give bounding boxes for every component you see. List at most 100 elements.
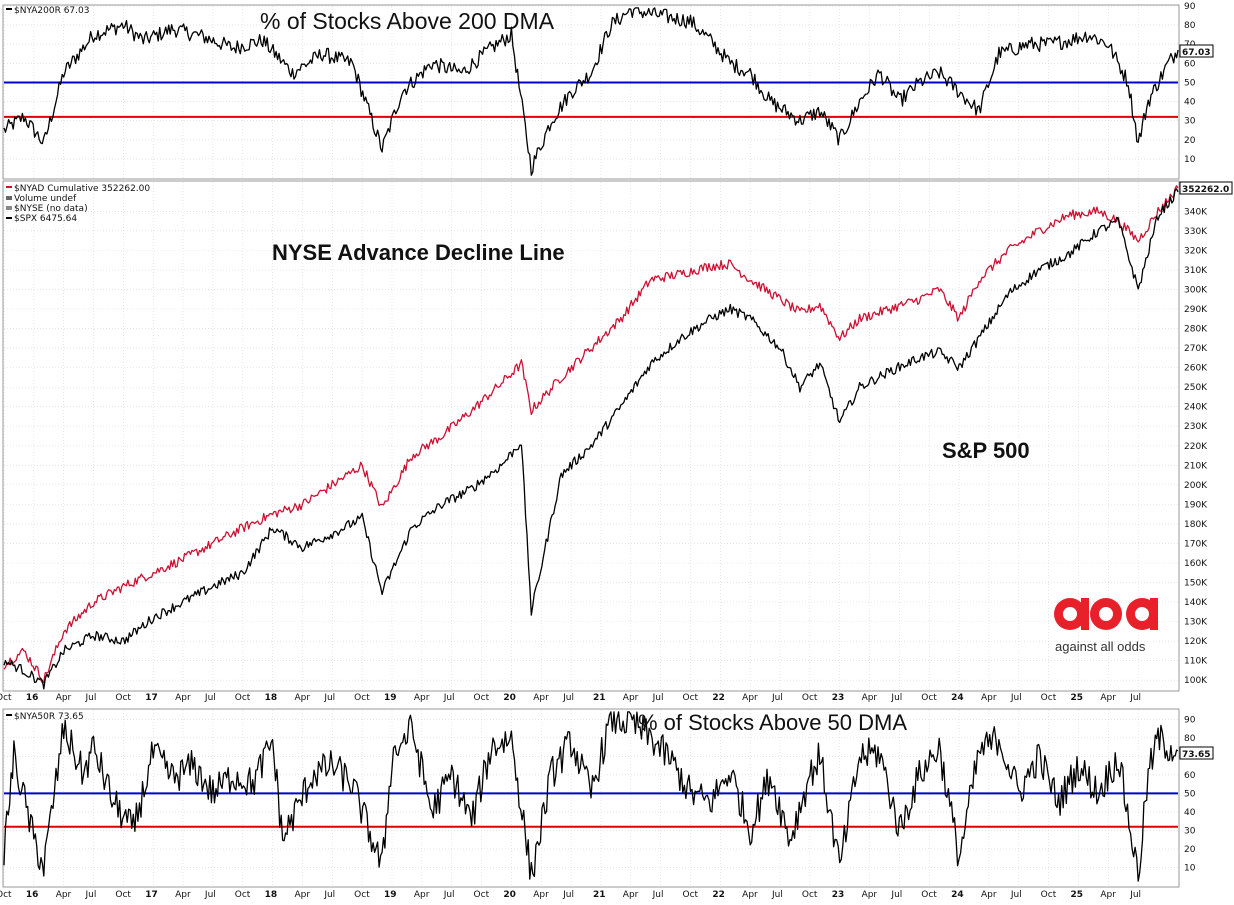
bottom-last-value: 73.65: [1182, 750, 1210, 760]
x-label-middle-5: 17: [145, 693, 158, 703]
x-label-middle-1: 16: [26, 693, 39, 703]
x-label-middle-11: Jul: [323, 693, 335, 703]
logo-a-stem: [1081, 598, 1089, 630]
x-label-bottom-36: 25: [1071, 890, 1084, 900]
x-label-middle-24: 22: [712, 693, 725, 703]
x-label-bottom-6: Apr: [175, 890, 191, 900]
y-tick-bottom-8: 10: [1184, 863, 1196, 873]
middle-last-value-box: [1179, 181, 1233, 195]
x-label-bottom-28: 23: [832, 890, 845, 900]
logo-o2-stem: [1150, 598, 1158, 630]
y-tick-middle-10: 240K: [1184, 403, 1208, 413]
x-label-middle-32: 24: [951, 693, 964, 703]
x-label-middle-16: Oct: [474, 693, 490, 703]
y-tick-middle-7: 270K: [1184, 344, 1208, 354]
x-label-middle-2: Apr: [56, 693, 72, 703]
x-label-bottom-17: 20: [503, 890, 516, 900]
x-label-bottom-10: Apr: [294, 890, 310, 900]
x-label-bottom-16: Oct: [474, 890, 490, 900]
x-label-bottom-18: Apr: [533, 890, 549, 900]
x-label-middle-29: Apr: [862, 693, 878, 703]
y-tick-middle-21: 130K: [1184, 618, 1208, 628]
x-label-bottom-35: Oct: [1041, 890, 1057, 900]
tick-labels: 908070605040302010340K330K320K310K300K29…: [1184, 2, 1208, 873]
x-label-middle-22: Jul: [652, 693, 664, 703]
x-label-middle-25: Apr: [742, 693, 758, 703]
middle-panel-frame: [2, 180, 1180, 692]
x-label-middle-14: Apr: [414, 693, 430, 703]
y-tick-middle-9: 250K: [1184, 383, 1208, 393]
x-label-middle-8: Oct: [235, 693, 251, 703]
top-panel-frame: [2, 4, 1180, 180]
y-tick-middle-3: 310K: [1184, 266, 1208, 276]
y-tick-middle-1: 330K: [1184, 227, 1208, 237]
middle-panel-title: NYSE Advance Decline Line: [272, 240, 565, 265]
x-label-middle-10: Apr: [294, 693, 310, 703]
bottom-panel-title: % of Stocks Above 50 DMA: [638, 710, 907, 735]
x-label-bottom-13: 19: [384, 890, 397, 900]
x-label-bottom-19: Jul: [562, 890, 574, 900]
x-label-middle-27: Oct: [802, 693, 818, 703]
y-tick-middle-19: 150K: [1184, 579, 1208, 589]
x-label-middle-18: Apr: [533, 693, 549, 703]
x-label-bottom-23: Oct: [682, 890, 698, 900]
x-label-bottom-34: Jul: [1010, 890, 1022, 900]
series-middle-0: [3, 185, 1179, 684]
x-label-bottom-31: Oct: [921, 890, 937, 900]
bottom-panel-legend: $NYA50R 73.65: [14, 712, 84, 722]
x-label-bottom-0: Oct: [0, 890, 12, 900]
x-label-bottom-9: 18: [265, 890, 278, 900]
x-label-middle-3: Jul: [85, 693, 97, 703]
y-tick-top-8: 10: [1184, 155, 1196, 165]
series-layer: [3, 7, 1179, 882]
logo-hole-o2: [1135, 607, 1149, 621]
x-label-middle-4: Oct: [115, 693, 131, 703]
nyad-legend: $NYAD Cumulative 352262.00: [14, 184, 150, 194]
x-label-bottom-2: Apr: [56, 890, 72, 900]
y-tick-bottom-3: 60: [1184, 771, 1196, 781]
x-label-bottom-30: Jul: [890, 890, 902, 900]
y-tick-top-4: 50: [1184, 78, 1196, 88]
x-label-bottom-20: 21: [593, 890, 606, 900]
x-label-bottom-4: Oct: [115, 890, 131, 900]
x-label-middle-9: 18: [265, 693, 278, 703]
x-label-bottom-1: 16: [26, 890, 39, 900]
middle-last-value: 352262.0: [1182, 185, 1229, 195]
y-tick-bottom-6: 30: [1184, 826, 1196, 836]
y-tick-bottom-0: 90: [1184, 715, 1196, 725]
y-tick-middle-23: 110K: [1184, 657, 1208, 667]
y-tick-top-3: 60: [1184, 59, 1196, 69]
nyse-legend: $NYSE (no data): [14, 204, 88, 214]
x-label-middle-19: Jul: [562, 693, 574, 703]
x-label-bottom-21: Apr: [623, 890, 639, 900]
y-tick-middle-13: 210K: [1184, 461, 1208, 471]
bottom-panel-frame: [2, 708, 1180, 888]
y-tick-middle-22: 120K: [1184, 637, 1208, 647]
x-label-middle-15: Jul: [443, 693, 455, 703]
logo-hole-a: [1063, 607, 1077, 621]
top-panel-legend: $NYA200R 67.03: [14, 6, 89, 16]
y-tick-bottom-4: 50: [1184, 789, 1196, 799]
x-label-middle-34: Jul: [1010, 693, 1022, 703]
logo-hole-o1: [1099, 607, 1113, 621]
y-tick-middle-4: 300K: [1184, 285, 1208, 295]
x-label-bottom-32: 24: [951, 890, 964, 900]
y-tick-top-5: 40: [1184, 98, 1196, 108]
x-label-bottom-5: 17: [145, 890, 158, 900]
x-label-bottom-37: Apr: [1100, 890, 1116, 900]
x-label-middle-23: Oct: [682, 693, 698, 703]
nyse-legend-swatch: [6, 206, 12, 210]
x-label-bottom-24: 22: [712, 890, 725, 900]
series-bottom-0: [3, 711, 1179, 882]
x-label-bottom-26: Jul: [771, 890, 783, 900]
y-tick-middle-16: 180K: [1184, 520, 1208, 530]
x-label-middle-28: 23: [832, 693, 845, 703]
x-label-middle-7: Jul: [204, 693, 216, 703]
x-label-middle-13: 19: [384, 693, 397, 703]
y-tick-top-6: 30: [1184, 117, 1196, 127]
y-tick-middle-11: 230K: [1184, 422, 1208, 432]
spx-legend-swatch: [6, 217, 12, 219]
x-label-bottom-14: Apr: [414, 890, 430, 900]
x-label-bottom-25: Apr: [742, 890, 758, 900]
